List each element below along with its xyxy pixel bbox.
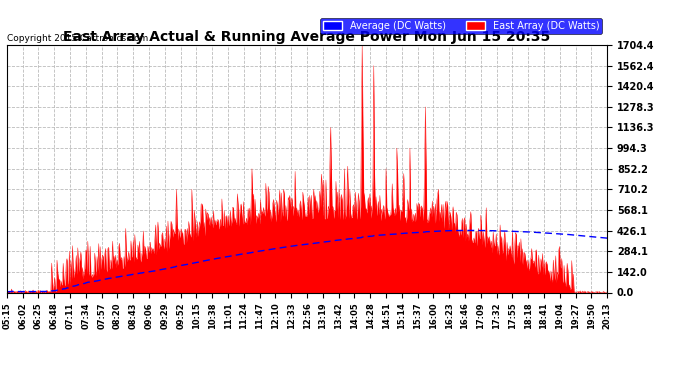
Text: Copyright 2015 Cartronics.com: Copyright 2015 Cartronics.com <box>7 34 148 43</box>
Title: East Array Actual & Running Average Power Mon Jun 15 20:35: East Array Actual & Running Average Powe… <box>63 30 551 44</box>
Legend: Average (DC Watts), East Array (DC Watts): Average (DC Watts), East Array (DC Watts… <box>320 18 602 33</box>
